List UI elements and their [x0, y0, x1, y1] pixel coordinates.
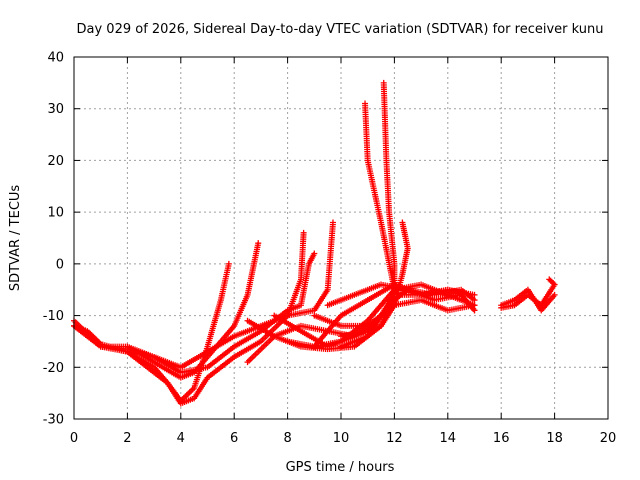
x-tick-label: 0	[70, 431, 78, 446]
series-trace-14	[338, 286, 478, 350]
data-point-marker	[380, 79, 387, 86]
x-tick-label: 12	[386, 431, 403, 446]
data-point-marker	[546, 276, 553, 283]
y-tick-label: 10	[47, 206, 64, 221]
x-tick-label: 20	[600, 431, 617, 446]
data-point-marker	[329, 219, 336, 226]
y-tick-label: -30	[43, 413, 64, 428]
data-series	[71, 79, 558, 407]
y-tick-label: -10	[43, 309, 64, 324]
data-point-marker	[362, 100, 369, 107]
series-trace-16	[498, 276, 558, 311]
data-point-marker	[547, 277, 554, 284]
chart-title: Day 029 of 2026, Sidereal Day-to-day VTE…	[77, 22, 604, 37]
x-tick-label: 2	[123, 431, 131, 446]
y-tick-label: -20	[43, 361, 64, 376]
x-tick-label: 16	[493, 431, 510, 446]
data-point-marker	[471, 297, 478, 304]
x-tick-label: 4	[177, 431, 185, 446]
y-tick-label: 0	[56, 257, 64, 272]
data-point-marker	[399, 219, 406, 226]
y-tick-label: 20	[47, 154, 64, 169]
series-trace-5	[124, 219, 336, 371]
data-point-marker	[225, 260, 232, 267]
data-point-marker	[311, 250, 318, 257]
y-axis-label: SDTVAR / TECUs	[8, 185, 23, 292]
data-point-marker	[551, 291, 558, 298]
x-tick-label: 8	[283, 431, 291, 446]
x-tick-label: 6	[230, 431, 238, 446]
data-point-marker	[471, 291, 478, 298]
x-axis-label: GPS time / hours	[286, 460, 395, 475]
y-tick-label: 30	[47, 102, 64, 117]
data-point-marker	[255, 240, 262, 247]
axis-ticks: 0 2 4 6 8 10 12 14 16 18 20 -30 -20 -10 0 10 20 30 40	[43, 51, 617, 447]
y-tick-label: 40	[47, 51, 64, 66]
x-tick-label: 14	[440, 431, 457, 446]
data-point-marker	[300, 229, 307, 236]
x-tick-label: 18	[546, 431, 563, 446]
data-point-marker	[471, 307, 478, 314]
x-tick-label: 10	[333, 431, 350, 446]
